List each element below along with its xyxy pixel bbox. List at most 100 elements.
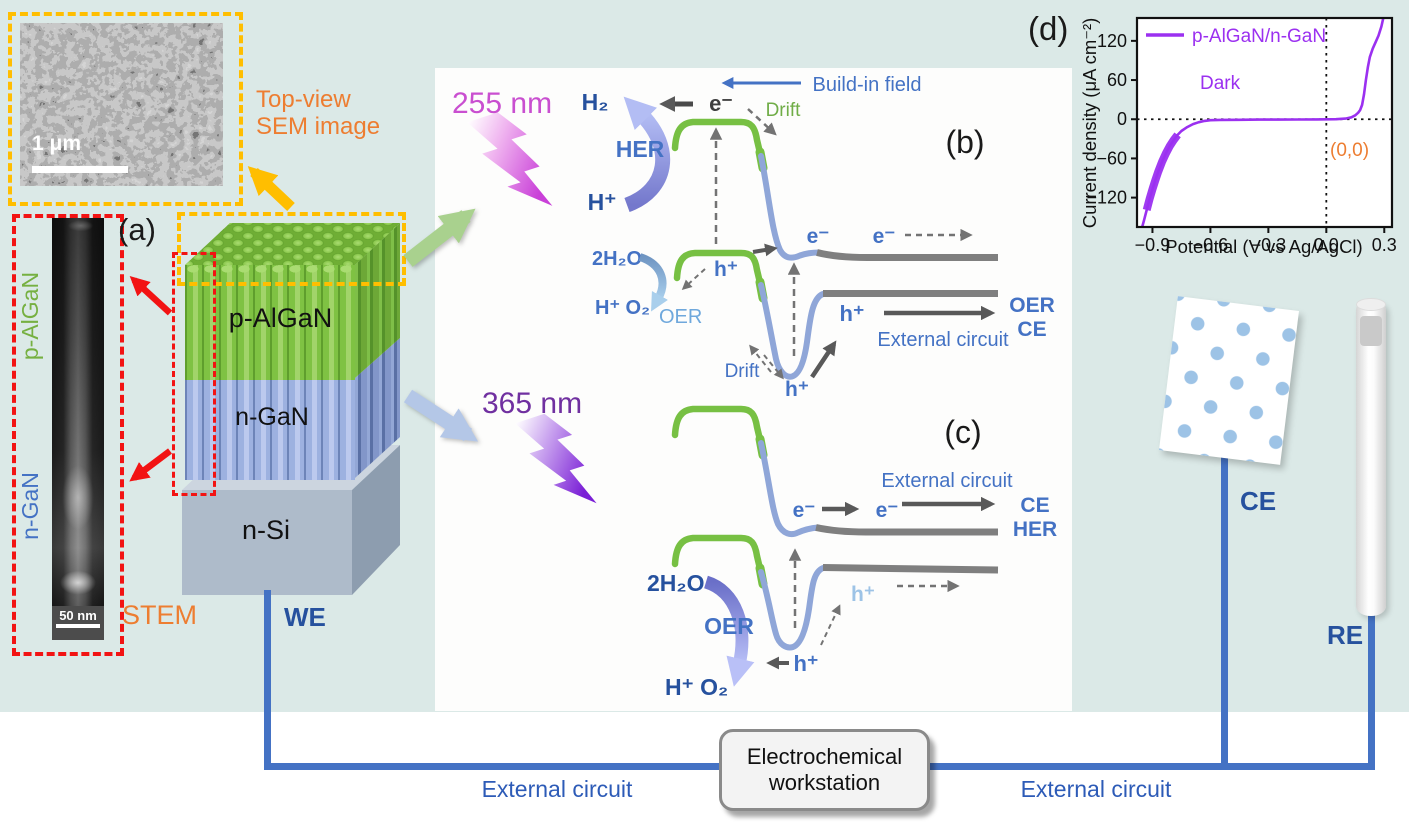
wavelength-255nm-label: 255 nm [452, 87, 552, 120]
sem-inset-box [8, 12, 243, 206]
panel-label-b: (b) [945, 124, 984, 160]
electrochemical-workstation-box: Electrochemical workstation [719, 729, 930, 811]
cb-blue-curve-b [758, 153, 822, 261]
svg-text:0.3: 0.3 [1372, 235, 1397, 255]
h-o2-label-c: H⁺ O₂ [665, 674, 728, 700]
hole-drift-dashed-c [820, 604, 841, 646]
arrow-to-stem-bottom [129, 448, 172, 482]
hole-label-vb-b: h⁺ [714, 258, 738, 281]
panel-label-a: (a) [118, 212, 156, 247]
svg-text:−0.3: −0.3 [1251, 235, 1287, 255]
origin-annotation: (0,0) [1330, 140, 1369, 161]
vb-blue-curve-c [758, 565, 826, 651]
cb-green-band-b [671, 118, 765, 161]
external-circuit-label-b: External circuit [877, 329, 1009, 351]
oer-label-c: OER [704, 613, 754, 639]
hole-to-oer-dashed-b [681, 268, 706, 291]
reference-electrode-rod [1356, 298, 1386, 616]
h-o2-label-b: H⁺ O₂ [595, 297, 650, 319]
lightning-bolt-365nm [515, 413, 597, 504]
structure-label-p-algan: p-AlGaN [228, 303, 333, 333]
svg-text:60: 60 [1107, 70, 1127, 90]
sem-scale-bar [32, 166, 128, 173]
re-electrode-label: RE [1327, 620, 1364, 650]
ce-wire [1221, 452, 1228, 767]
hole-label-faded-c: h⁺ [851, 583, 875, 606]
legend-label: p-AlGaN/n-GaN [1192, 26, 1326, 47]
panel-label-d: (d) [1028, 10, 1069, 47]
stem-scalebar-footer: 50 nm [52, 606, 104, 640]
ce-right-label-c: CE [1020, 494, 1049, 517]
sem-scale-label: 1 μm [32, 132, 82, 155]
electron-label-right-c: e⁻ [876, 499, 899, 522]
stem-caption: STEM [122, 600, 198, 630]
arrow-structure-to-panel-b [403, 208, 476, 267]
drift-arrow-top-b [747, 108, 777, 136]
x-axis-label: Potential (V vs Ag/AgCl) [1165, 236, 1362, 257]
cb-grey-band-c [815, 524, 998, 536]
drift-label-bottom-b: Drift [725, 361, 761, 382]
electron-label-right-b: e⁻ [873, 225, 896, 248]
vb-green-band-b [673, 249, 765, 291]
drift-dashed-2-b [763, 354, 784, 380]
panel-label-c: (c) [944, 414, 981, 450]
stem-scale-label: 50 nm [59, 608, 97, 623]
band-diagram-svg: 255 nm (b) H₂ HER H⁺ Build-in field e⁻ D… [452, 74, 1057, 700]
oer-curved-arrow-b [638, 253, 669, 312]
svg-text:0: 0 [1117, 109, 1127, 129]
water-label-c: 2H₂O [647, 570, 705, 596]
external-circuit-label-left: External circuit [481, 776, 633, 802]
arrow-to-stem-top [129, 276, 173, 316]
re-rod-cap [1360, 316, 1382, 346]
h2-label-b: H₂ [582, 89, 609, 115]
stem-scale-bar [56, 624, 100, 628]
sem-caption-line1: Top-view [256, 86, 351, 113]
we-wire [264, 590, 271, 768]
iv-chart: −0.9 −0.6 −0.3 0.0 0.3 120 60 0 −60 −120 p-AlGaN/… [1079, 8, 1409, 270]
cb-green-band-c [671, 405, 765, 448]
dark-condition-label: Dark [1200, 73, 1241, 94]
build-in-field-label: Build-in field [813, 74, 922, 96]
oer-small-label-b: OER [659, 306, 702, 328]
structure-red-roi-box [172, 252, 216, 496]
svg-text:0.0: 0.0 [1314, 235, 1339, 255]
sem-caption: Top-view SEM image [256, 86, 406, 140]
band-diagram-panel [435, 68, 1072, 711]
re-wire [1368, 612, 1375, 767]
arrow-to-sem-inset [247, 166, 295, 211]
ce-right-label-b: CE [1017, 318, 1046, 341]
structure-orange-roi-box [177, 212, 406, 286]
arrow-structure-to-panel-c [403, 389, 479, 442]
wavelength-365nm-label: 365 nm [482, 387, 582, 420]
vb-green-band-c [671, 534, 765, 577]
svg-text:−0.9: −0.9 [1135, 235, 1171, 255]
structure-label-n-gan: n-GaN [235, 403, 309, 431]
oer-curved-arrow-c [703, 575, 755, 687]
hole-up-arrow-b [810, 340, 837, 379]
n-si-front-face [182, 490, 352, 595]
iv-chart-svg: −0.9 −0.6 −0.3 0.0 0.3 120 60 0 −60 −120 p-AlGaN/… [1079, 16, 1397, 257]
water-label-b: 2H₂O [592, 248, 642, 270]
her-label-b: HER [616, 136, 665, 162]
external-circuit-label-c: External circuit [881, 470, 1013, 492]
electron-label-dip-c: e⁻ [793, 499, 816, 522]
hplus-label-b: H⁺ [588, 189, 617, 215]
hole-label-udip-c: h⁺ [793, 651, 818, 676]
svg-text:120: 120 [1097, 31, 1127, 51]
iv-chart-plot: −0.9 −0.6 −0.3 0.0 0.3 120 60 0 −60 −120 [1086, 16, 1397, 255]
oer-right-label-b: OER [1009, 294, 1055, 317]
re-rod-top [1356, 298, 1386, 311]
vb-grey-band-c [822, 564, 999, 574]
electron-transfer-arrow-b [752, 243, 778, 257]
svg-text:−0.6: −0.6 [1193, 235, 1229, 255]
structure-label-n-si: n-Si [241, 515, 290, 545]
svg-text:−60: −60 [1096, 148, 1127, 168]
we-electrode-label: WE [284, 602, 326, 632]
y-axis-label: Current density (μA cm⁻²) [1080, 18, 1100, 229]
lightning-bolt-255nm [467, 112, 553, 206]
sem-image [20, 23, 223, 186]
drift-label-top-b: Drift [766, 100, 802, 121]
electron-label-top-b: e⁻ [709, 91, 733, 116]
